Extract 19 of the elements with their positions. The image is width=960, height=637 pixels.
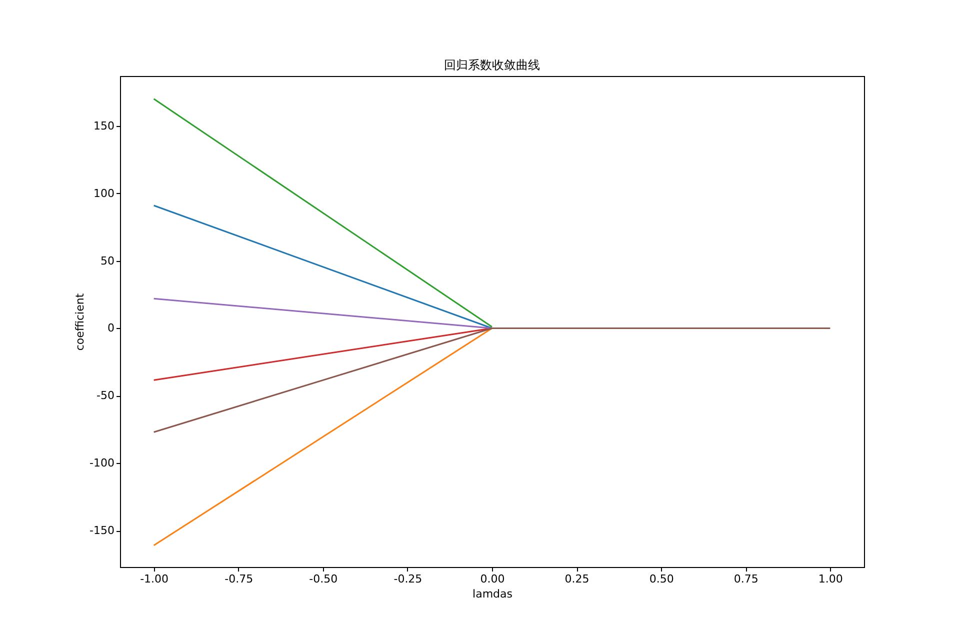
y-tick-label: -100: [90, 456, 114, 470]
x-tick-label: -0.50: [309, 572, 338, 586]
x-tick-label: -1.00: [140, 572, 169, 586]
x-tick-label: 1.00: [818, 572, 843, 586]
chart-title: 回归系数收敛曲线: [444, 58, 540, 72]
x-tick-label: 0.25: [564, 572, 590, 586]
x-tick-label: 0.75: [734, 572, 758, 586]
y-tick-label: 0: [108, 322, 114, 335]
y-axis-title: coefficient: [74, 292, 87, 351]
y-tick-label: 100: [94, 186, 114, 200]
y-tick-label: 150: [94, 119, 114, 132]
x-axis-title: lamdas: [472, 588, 513, 600]
y-tick-label: -150: [90, 524, 114, 538]
x-tick-label: -0.25: [394, 572, 422, 586]
y-tick-label: 50: [100, 254, 114, 268]
x-tick-label: 0.00: [480, 572, 505, 586]
x-tick-label: 0.50: [649, 572, 674, 586]
x-tick-label: -0.75: [224, 572, 254, 586]
y-tick-label: -50: [96, 389, 114, 402]
